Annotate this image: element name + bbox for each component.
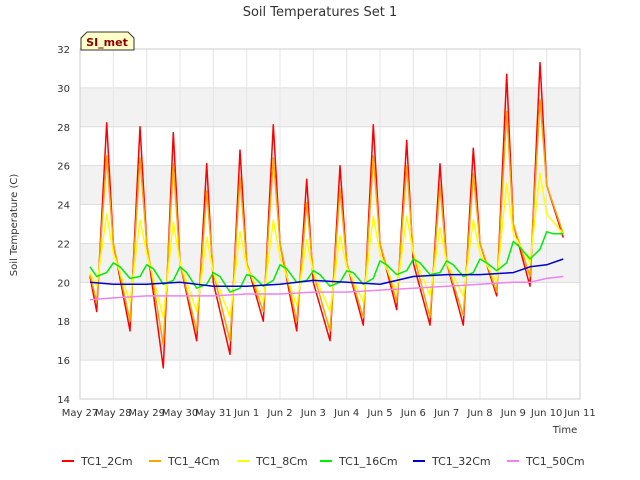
legend-label: TC1_2Cm bbox=[80, 455, 133, 468]
legend-label: TC1_32Cm bbox=[431, 455, 491, 468]
legend-label: TC1_16Cm bbox=[338, 455, 398, 468]
badge-box bbox=[80, 31, 135, 51]
site-badge: SI_met bbox=[80, 31, 135, 51]
x-tick-label: Jun 4 bbox=[333, 408, 359, 419]
legend-label: TC1_8Cm bbox=[255, 455, 308, 468]
y-tick-label: 20 bbox=[57, 278, 70, 289]
series-line-tc1-4cm bbox=[89, 98, 565, 346]
x-tick-label: May 31 bbox=[195, 408, 232, 419]
y-tick-label: 32 bbox=[57, 45, 70, 56]
chart-title: Soil Temperatures Set 1 bbox=[243, 5, 398, 20]
y-tick-label: 18 bbox=[57, 317, 70, 328]
x-tick-label: Jun 5 bbox=[366, 408, 392, 419]
x-tick-label: Jun 10 bbox=[530, 408, 563, 419]
x-tick-label: Jun 8 bbox=[466, 408, 492, 419]
x-tick-label: May 28 bbox=[95, 408, 132, 419]
background-band bbox=[80, 165, 580, 205]
x-tick-label: Jun 2 bbox=[266, 408, 292, 419]
x-tick-label: Jun 11 bbox=[563, 408, 596, 419]
legend-label: TC1_4Cm bbox=[167, 455, 220, 468]
x-tick-label: May 30 bbox=[162, 408, 199, 419]
series-lines bbox=[89, 61, 565, 369]
y-tick-label: 28 bbox=[57, 123, 70, 134]
y-tick-labels: 14 16 18 20 22 24 26 28 30 32 bbox=[57, 45, 70, 406]
background-band bbox=[80, 87, 580, 127]
y-tick-label: 16 bbox=[57, 356, 70, 367]
x-tick-label: Jun 3 bbox=[300, 408, 326, 419]
plot-frame bbox=[79, 48, 581, 400]
series-line-tc1-50cm bbox=[89, 275, 564, 301]
y-axis-label: Soil Temperature (C) bbox=[9, 174, 20, 277]
y-tick-label: 30 bbox=[57, 84, 70, 95]
background-band bbox=[80, 243, 580, 283]
x-tick-label: May 29 bbox=[128, 408, 165, 419]
x-tick-label: Jun 9 bbox=[500, 408, 526, 419]
x-tick-label: May 27 bbox=[62, 408, 99, 419]
y-tick-label: 24 bbox=[57, 201, 70, 212]
y-tick-label: 22 bbox=[57, 239, 70, 250]
y-tick-label: 26 bbox=[57, 162, 70, 173]
x-tick-label: Jun 7 bbox=[433, 408, 459, 419]
badge-label: SI_met bbox=[86, 36, 128, 49]
x-tick-label: Jun 1 bbox=[233, 408, 259, 419]
legend: TC1_2Cm TC1_4Cm TC1_8Cm TC1_16Cm TC1_32Cm TC1… bbox=[62, 455, 585, 468]
series-line-tc1-32cm bbox=[89, 258, 564, 287]
x-axis-label: Time bbox=[552, 425, 577, 436]
y-tick-label: 14 bbox=[57, 395, 70, 406]
x-tick-label: Jun 6 bbox=[400, 408, 426, 419]
legend-label: TC1_50Cm bbox=[525, 455, 585, 468]
